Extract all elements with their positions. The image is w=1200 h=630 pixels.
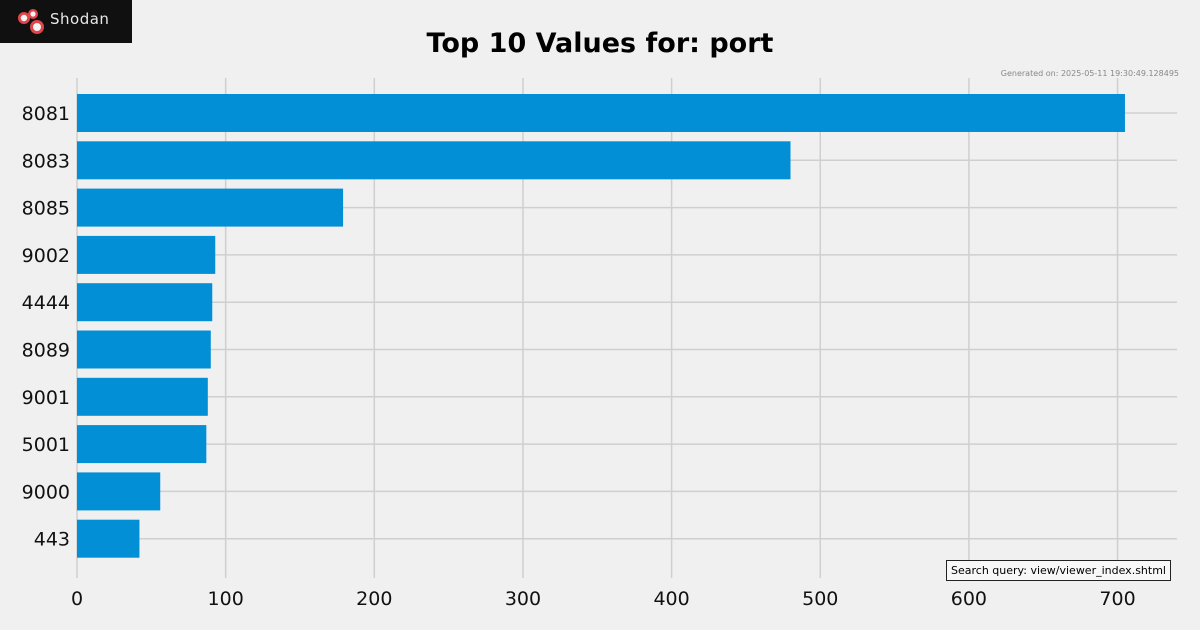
x-tick-label: 300 (505, 588, 541, 610)
bar-9002 (77, 235, 216, 274)
bar-4444 (77, 283, 213, 322)
x-tick-label: 600 (951, 588, 987, 610)
bar-layer (77, 94, 1125, 558)
logo-text: Shodan (50, 10, 110, 28)
shodan-logo: Shodan (0, 0, 132, 43)
x-tick-label: 400 (653, 588, 689, 610)
shodan-logo-icon (18, 9, 44, 34)
bar-8083 (77, 141, 791, 180)
y-tick-label: 8085 (22, 198, 70, 220)
bar-8089 (77, 330, 211, 369)
y-tick-label: 443 (34, 529, 70, 551)
search-query-box: Search query: view/viewer_index.shtml (946, 560, 1171, 581)
y-tick-label: 8081 (22, 103, 70, 125)
x-tick-label: 700 (1099, 588, 1135, 610)
bar-5001 (77, 425, 207, 464)
chart-title: Top 10 Values for: port (426, 28, 774, 59)
bar-8081 (77, 94, 1125, 132)
y-tick-label: 9000 (22, 481, 70, 503)
bar-443 (77, 519, 140, 558)
y-tick-label: 4444 (22, 292, 70, 314)
generated-timestamp: Generated on: 2025-05-11 19:30:49.128495 (1000, 69, 1179, 78)
bar-9001 (77, 377, 208, 416)
y-tick-label: 8083 (22, 150, 70, 172)
x-tick-label: 100 (208, 588, 244, 610)
x-tick-label: 200 (356, 588, 392, 610)
bar-8085 (77, 188, 344, 227)
y-tick-label: 9001 (22, 387, 70, 409)
y-tick-labels: 8081 8083 8085 9002 4444 8089 9001 5001 9000 443 (22, 103, 70, 551)
bar-9000 (77, 472, 161, 511)
y-tick-label: 9002 (22, 245, 70, 267)
y-tick-label: 5001 (22, 434, 70, 456)
x-tick-label: 0 (71, 588, 83, 610)
y-tick-label: 8089 (22, 340, 70, 362)
x-tick-labels: 0 100 200 300 400 500 600 700 (71, 588, 1136, 610)
x-tick-label: 500 (802, 588, 838, 610)
